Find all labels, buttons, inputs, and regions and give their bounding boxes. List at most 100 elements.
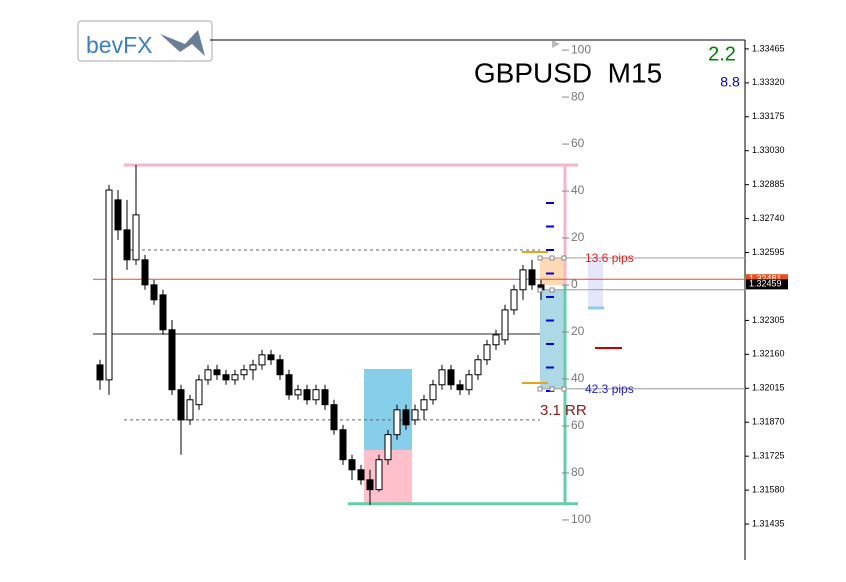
logo-box xyxy=(77,20,213,62)
candle-body xyxy=(222,374,230,381)
y-tick-label: 1.32305 xyxy=(752,315,785,325)
candle-body xyxy=(411,409,419,421)
candle-body xyxy=(465,374,473,391)
candle-body xyxy=(303,389,311,401)
annotation: 3.1 RR xyxy=(540,402,587,419)
y2-tick-label: 40 xyxy=(571,371,585,385)
y2-tick-label: 80 xyxy=(571,89,585,103)
y-tick-label: 1.33175 xyxy=(752,111,785,121)
candle-body xyxy=(195,379,203,406)
candle-body xyxy=(168,329,176,391)
annotation: 13.6 pips xyxy=(585,251,634,265)
tp-box xyxy=(540,258,565,285)
y2-tick-label: 40 xyxy=(571,183,585,197)
candle-body xyxy=(402,409,410,426)
candle-body xyxy=(429,384,437,401)
candle-body xyxy=(483,344,491,361)
candle-body xyxy=(267,354,275,361)
candle-body xyxy=(114,199,122,231)
candle-body xyxy=(375,459,383,491)
y-tick-label: 1.33030 xyxy=(752,145,785,155)
candle-body xyxy=(510,289,518,311)
handle xyxy=(549,287,555,293)
candle-body xyxy=(519,269,527,291)
candle-body xyxy=(339,429,347,461)
candle-body xyxy=(420,399,428,411)
candle-body xyxy=(393,409,401,436)
y2-tick-label: 20 xyxy=(571,230,585,244)
candle-body xyxy=(384,434,392,461)
scroll-marker xyxy=(552,40,560,48)
candle-body xyxy=(105,189,113,381)
y2-tick-label: 60 xyxy=(571,418,585,432)
sl-box xyxy=(540,290,565,389)
candle-body xyxy=(447,369,455,386)
handle xyxy=(561,386,567,392)
handle xyxy=(549,386,555,392)
candle-body xyxy=(366,479,374,491)
candle-body xyxy=(294,389,302,396)
handle xyxy=(549,255,555,261)
candle-body xyxy=(330,404,338,431)
candle-body xyxy=(312,389,320,401)
candle-body xyxy=(204,369,212,381)
y-tick-label: 1.32595 xyxy=(752,247,785,257)
candle-body xyxy=(177,389,185,421)
handle xyxy=(537,287,543,293)
range-box xyxy=(588,258,603,308)
y2-tick-label: 100 xyxy=(571,42,591,56)
handle xyxy=(537,386,543,392)
candle-body xyxy=(456,384,464,391)
stat-value: 2.2 xyxy=(708,43,736,65)
candle-body xyxy=(96,364,104,381)
y-tick-label: 1.31725 xyxy=(752,451,785,461)
logo-bird xyxy=(160,30,205,56)
price-label: 1.32481 xyxy=(749,274,782,284)
y-tick-label: 1.32885 xyxy=(752,179,785,189)
candle-body xyxy=(249,364,257,371)
logo-text: bevFX xyxy=(86,32,152,58)
y-tick-label: 1.32160 xyxy=(752,349,785,359)
price-label-box xyxy=(746,274,788,285)
y-tick-label: 1.31580 xyxy=(752,484,785,494)
candle-body xyxy=(528,269,536,286)
y-tick-label: 1.33465 xyxy=(752,43,785,53)
candle-body xyxy=(240,369,248,376)
y2-tick-label: 80 xyxy=(571,465,585,479)
candle-body xyxy=(276,359,284,376)
handle xyxy=(561,255,567,261)
candle-body xyxy=(438,369,446,386)
candle-body xyxy=(186,399,194,421)
chart-title: GBPUSD M15 xyxy=(474,57,662,88)
y2-tick-label: 100 xyxy=(571,512,591,526)
candle-body xyxy=(501,309,509,341)
candle-body xyxy=(132,214,140,261)
candle-body xyxy=(492,334,500,346)
candle-body xyxy=(258,354,266,366)
candle-body xyxy=(357,469,365,481)
y-tick-label: 1.31435 xyxy=(752,518,785,528)
candle-body xyxy=(474,359,482,376)
stat-value: 8.8 xyxy=(720,74,740,90)
candle-body xyxy=(159,294,167,331)
handle xyxy=(537,255,543,261)
y-tick-label: 1.32740 xyxy=(752,213,785,223)
price-label-box xyxy=(746,279,788,290)
y2-tick-label: 0 xyxy=(571,277,578,291)
y-tick-label: 1.32015 xyxy=(752,383,785,393)
candle-body xyxy=(213,369,221,376)
y-tick-label: 1.31870 xyxy=(752,417,785,427)
price-label: 1.32459 xyxy=(749,279,782,289)
candle-body xyxy=(150,284,158,301)
candle-body xyxy=(348,459,356,471)
y2-tick-label: 60 xyxy=(571,136,585,150)
candle-body xyxy=(285,374,293,396)
annotation: 42.3 pips xyxy=(585,382,634,396)
candle-body xyxy=(321,389,329,406)
candle-body xyxy=(141,259,149,286)
y-tick-label: 1.33320 xyxy=(752,77,785,87)
candle-body xyxy=(231,374,239,381)
